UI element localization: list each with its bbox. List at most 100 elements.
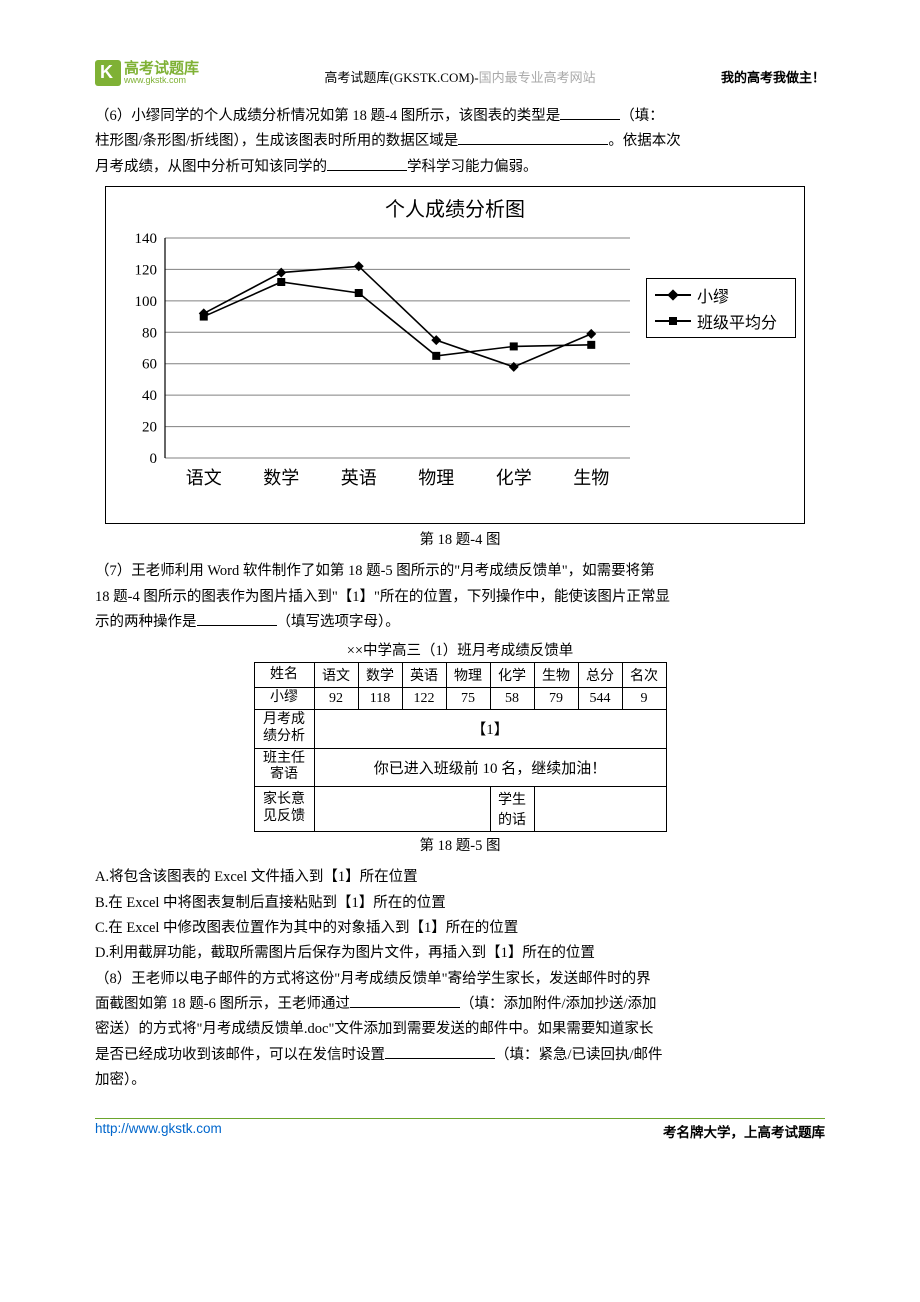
th: 化学 <box>490 663 534 688</box>
blank <box>385 1044 495 1059</box>
td: 79 <box>534 688 578 710</box>
th: 姓名 <box>254 663 314 688</box>
td: 544 <box>578 688 622 710</box>
th: 语文 <box>314 663 358 688</box>
blank <box>560 106 620 121</box>
q8-l2b: （填：添加附件/添加抄送/添加 <box>460 996 657 1012</box>
td: 58 <box>490 688 534 710</box>
td <box>314 787 490 832</box>
td: 9 <box>622 688 666 710</box>
square-icon <box>669 317 677 325</box>
q6-l2a: 柱形图/条形图/折线图），生成该图表时所用的数据区域是 <box>95 133 458 149</box>
td: 118 <box>358 688 402 710</box>
svg-text:60: 60 <box>142 357 157 373</box>
legend-label: 小缪 <box>697 283 729 307</box>
q8-l2a: 面截图如第 18 题-6 图所示，王老师通过 <box>95 996 350 1012</box>
q7-l1: （7）王老师利用 Word 软件制作了如第 18 题-5 图所示的"月考成绩反馈… <box>95 563 655 579</box>
table-row: 姓名 语文 数学 英语 物理 化学 生物 总分 名次 <box>254 663 666 688</box>
chart-canvas: 0 20 40 60 80 100 120 140 语文 数学 英语 物理 化学 生物 <box>110 228 640 508</box>
td: 75 <box>446 688 490 710</box>
option-a: A.将包含该图表的 Excel 文件插入到【1】所在位置 <box>95 865 825 890</box>
td: 92 <box>314 688 358 710</box>
td: 班主任 寄语 <box>254 748 314 787</box>
chart-caption: 第 18 题-4 图 <box>95 528 825 549</box>
blank <box>350 994 460 1009</box>
th: 名次 <box>622 663 666 688</box>
th: 总分 <box>578 663 622 688</box>
feedback-table: 姓名 语文 数学 英语 物理 化学 生物 总分 名次 小缪 92 118 122… <box>254 662 667 832</box>
table-row: 小缪 92 118 122 75 58 79 544 9 <box>254 688 666 710</box>
legend-item: 小缪 <box>655 283 787 307</box>
table-row: 月考成 绩分析 【1】 <box>254 710 666 749</box>
logo-text-cn: 高考试题库 <box>124 61 199 76</box>
legend-item: 班级平均分 <box>655 309 787 333</box>
page-header: 高考试题库 www.gkstk.com 高考试题库(GKSTK.COM)-国内最… <box>95 60 825 86</box>
blank <box>197 611 277 626</box>
q7-l3a: 示的两种操作是 <box>95 614 197 630</box>
q6-l2b: 。依据本次 <box>608 133 681 149</box>
th: 英语 <box>402 663 446 688</box>
svg-text:物理: 物理 <box>418 468 454 488</box>
td <box>534 787 666 832</box>
svg-text:生物: 生物 <box>573 468 609 488</box>
q8-l4a: 是否已经成功收到该邮件，可以在发信时设置 <box>95 1047 385 1063</box>
svg-text:80: 80 <box>142 325 157 341</box>
q6-l1b: （填： <box>620 108 664 124</box>
svg-text:40: 40 <box>142 388 157 404</box>
header-right: 我的高考我做主！ <box>721 67 825 86</box>
q8-l3: 密送）的方式将"月考成绩反馈单.doc"文件添加到需要发送的邮件中。如果需要知道… <box>95 1021 653 1037</box>
feedback-title: ××中学高三（1）班月考成绩反馈单 <box>95 639 825 660</box>
table-row: 家长意 见反馈 学生 的话 <box>254 787 666 832</box>
q6-l3a: 月考成绩，从图中分析可知该同学的 <box>95 159 327 175</box>
svg-text:0: 0 <box>150 451 158 467</box>
question-6: （6）小缪同学的个人成绩分析情况如第 18 题-4 图所示，该图表的类型是 （填：… <box>95 104 825 180</box>
svg-text:20: 20 <box>142 420 157 436</box>
score-chart: 个人成绩分析图 0 20 40 60 80 100 120 140 语文 数学 英语 物理 化学 生物 小… <box>105 186 805 524</box>
footer-url: http://www.gkstk.com <box>95 1121 222 1141</box>
td: 家长意 见反馈 <box>254 787 314 832</box>
td: 月考成 绩分析 <box>254 710 314 749</box>
td: 你已进入班级前 10 名，继续加油！ <box>314 748 666 787</box>
th: 数学 <box>358 663 402 688</box>
header-center-gray: 国内最专业高考网站 <box>479 70 596 85</box>
question-7: （7）王老师利用 Word 软件制作了如第 18 题-5 图所示的"月考成绩反馈… <box>95 559 825 635</box>
option-c: C.在 Excel 中修改图表位置作为其中的对象插入到【1】所在的位置 <box>95 916 825 941</box>
svg-text:数学: 数学 <box>263 468 299 488</box>
q7-l3b: （填写选项字母）。 <box>277 614 400 630</box>
answer-options: A.将包含该图表的 Excel 文件插入到【1】所在位置 B.在 Excel 中… <box>95 865 825 967</box>
option-d: D.利用截屏功能，截取所需图片后保存为图片文件，再插入到【1】所在的位置 <box>95 941 825 966</box>
site-logo: 高考试题库 www.gkstk.com <box>95 60 199 86</box>
td: 122 <box>402 688 446 710</box>
svg-text:语文: 语文 <box>186 468 222 488</box>
q8-l1: （8）王老师以电子邮件的方式将这份"月考成绩反馈单"寄给学生家长，发送邮件时的界 <box>95 971 651 987</box>
svg-text:120: 120 <box>135 263 158 279</box>
option-b: B.在 Excel 中将图表复制后直接粘贴到【1】所在的位置 <box>95 891 825 916</box>
td: 小缪 <box>254 688 314 710</box>
question-8: （8）王老师以电子邮件的方式将这份"月考成绩反馈单"寄给学生家长，发送邮件时的界… <box>95 967 825 1094</box>
svg-text:英语: 英语 <box>341 468 377 488</box>
q6-l1a: （6）小缪同学的个人成绩分析情况如第 18 题-4 图所示，该图表的类型是 <box>95 108 560 124</box>
footer-slogan: 考名牌大学，上高考试题库 <box>663 1121 825 1141</box>
q8-l4b: （填：紧急/已读回执/邮件 <box>495 1047 663 1063</box>
svg-text:140: 140 <box>135 231 158 247</box>
feedback-caption: 第 18 题-5 图 <box>95 834 825 855</box>
q8-l5: 加密）。 <box>95 1072 146 1088</box>
svg-text:100: 100 <box>135 294 158 310</box>
blank <box>458 131 608 146</box>
svg-text:化学: 化学 <box>496 468 532 488</box>
td: 【1】 <box>314 710 666 749</box>
table-row: 班主任 寄语 你已进入班级前 10 名，继续加油！ <box>254 748 666 787</box>
header-center: 高考试题库(GKSTK.COM)-国内最专业高考网站 <box>239 67 681 86</box>
th: 生物 <box>534 663 578 688</box>
blank <box>327 156 407 171</box>
logo-icon <box>95 60 121 86</box>
chart-legend: 小缪 班级平均分 <box>646 278 796 338</box>
chart-title: 个人成绩分析图 <box>106 187 804 224</box>
footer-rule <box>95 1118 825 1119</box>
th: 物理 <box>446 663 490 688</box>
td: 学生 的话 <box>490 787 534 832</box>
diamond-icon <box>667 289 678 300</box>
page-footer: http://www.gkstk.com 考名牌大学，上高考试题库 <box>95 1121 825 1141</box>
logo-text-url: www.gkstk.com <box>124 76 199 85</box>
q7-l2: 18 题-4 图所示的图表作为图片插入到"【1】"所在的位置，下列操作中，能使该… <box>95 589 670 605</box>
